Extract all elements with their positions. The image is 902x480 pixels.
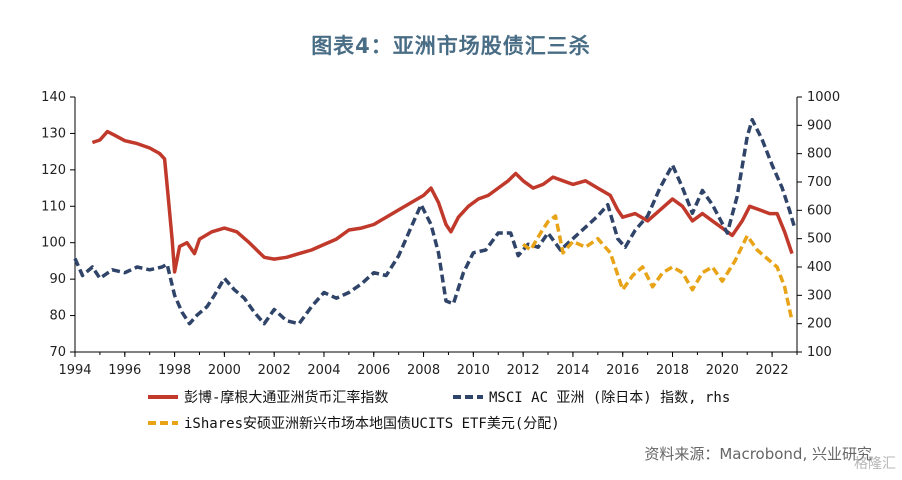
watermark-text: 格隆汇 xyxy=(854,456,896,472)
right-tick-label: 200 xyxy=(807,317,832,332)
series-line-3 xyxy=(522,214,794,322)
legend-label-2: MSCI AC 亚洲 (除日本) 指数, rhs xyxy=(489,390,730,406)
x-tick-label: 2014 xyxy=(556,363,589,378)
right-tick-label: 700 xyxy=(807,175,832,190)
x-tick-label: 2004 xyxy=(307,363,340,378)
x-tick-label: 2016 xyxy=(606,363,639,378)
x-tick-label: 2006 xyxy=(357,363,390,378)
left-tick-label: 80 xyxy=(49,309,66,324)
left-tick-label: 90 xyxy=(49,272,66,287)
left-tick-label: 110 xyxy=(41,199,66,214)
x-tick-label: 1996 xyxy=(108,363,141,378)
right-tick-label: 600 xyxy=(807,203,832,218)
legend-label-3: iShares安硕亚洲新兴市场本地国债UCITS ETF美元(分配) xyxy=(184,415,560,432)
series-line-2 xyxy=(73,117,797,326)
right-tick-label: 300 xyxy=(807,288,832,303)
x-tick-label: 2012 xyxy=(507,363,540,378)
right-tick-label: 1000 xyxy=(807,90,840,105)
x-tick-label: 1998 xyxy=(158,363,191,378)
x-tick-label: 2022 xyxy=(756,363,789,378)
x-tick-label: 2020 xyxy=(706,363,739,378)
left-tick-label: 100 xyxy=(41,236,66,251)
right-tick-label: 900 xyxy=(807,118,832,133)
x-tick-label: 2018 xyxy=(656,363,689,378)
right-tick-label: 400 xyxy=(807,260,832,275)
x-tick-label: 2000 xyxy=(208,363,241,378)
left-tick-label: 120 xyxy=(41,163,66,178)
left-tick-label: 130 xyxy=(41,126,66,141)
legend-label-1: 彭博-摩根大通亚洲货币汇率指数 xyxy=(184,389,388,406)
x-tick-label: 2002 xyxy=(258,363,291,378)
chart-title: 图表4：亚洲市场股债汇三杀 xyxy=(311,34,591,58)
x-tick-label: 2010 xyxy=(457,363,490,378)
right-tick-label: 500 xyxy=(807,232,832,247)
left-tick-label: 70 xyxy=(49,345,66,360)
x-tick-label: 2008 xyxy=(407,363,440,378)
left-tick-label: 140 xyxy=(41,90,66,105)
right-tick-label: 100 xyxy=(807,345,832,360)
right-tick-label: 800 xyxy=(807,147,832,162)
series-line-1 xyxy=(91,129,794,274)
x-tick-label: 1994 xyxy=(58,363,91,378)
source-note: 资料来源：Macrobond, 兴业研究 xyxy=(644,445,872,463)
